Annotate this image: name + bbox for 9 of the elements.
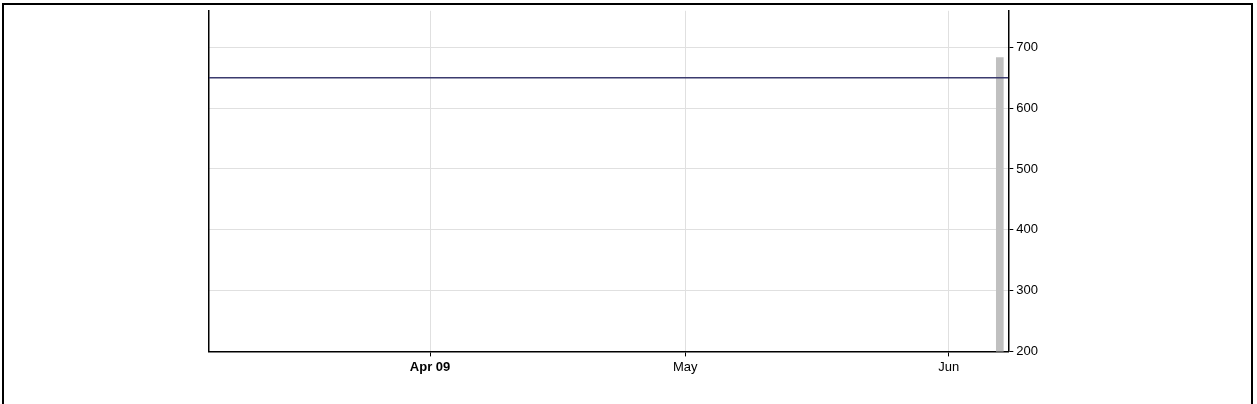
x-tick-label: Apr 09 [409, 358, 451, 374]
y-tick-label: 500 [1016, 160, 1039, 176]
y-tick-label: 200 [1016, 342, 1039, 358]
y-tick-label: 300 [1016, 282, 1039, 298]
y-tick-label: 400 [1016, 221, 1039, 237]
y-tick-label: 700 [1016, 38, 1039, 54]
x-tick-label: Jun [938, 358, 960, 374]
y-tick-label: 600 [1016, 99, 1039, 115]
x-tick-label: May [672, 358, 698, 374]
